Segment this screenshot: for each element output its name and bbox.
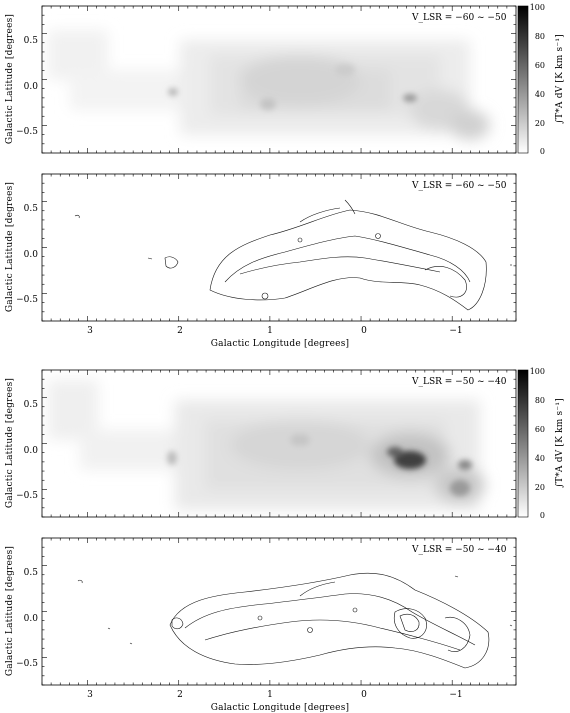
plot-frame-4	[41, 537, 517, 686]
svg-text:0.0: 0.0	[24, 614, 39, 624]
svg-text:60: 60	[535, 425, 545, 434]
colorbar-label-1: ∫T*A dV [K km s⁻¹]	[555, 34, 565, 124]
svg-text:3: 3	[87, 690, 93, 700]
svg-text:0.5: 0.5	[24, 36, 39, 46]
svg-text:80: 80	[535, 396, 545, 405]
svg-text:−0.5: −0.5	[16, 491, 38, 501]
svg-text:0: 0	[540, 511, 545, 520]
svg-text:40: 40	[535, 90, 545, 99]
panel-1: V_LSR = −60 ~ −50 Galactic Latitude [deg…	[5, 3, 565, 156]
svg-text:2: 2	[177, 326, 183, 336]
svg-text:1: 1	[267, 326, 273, 336]
vlsr-label-4: V_LSR = −50 ~ −40	[411, 545, 507, 555]
svg-text:0: 0	[361, 326, 367, 336]
svg-text:2: 2	[177, 690, 183, 700]
vlsr-label-3: V_LSR = −50 ~ −40	[411, 377, 507, 387]
svg-text:80: 80	[535, 32, 545, 41]
vlsr-label-2: V_LSR = −60 ~ −50	[411, 181, 507, 191]
y-ticks-3: 0.5 0.0 −0.5	[16, 400, 38, 501]
svg-text:100: 100	[530, 367, 545, 376]
svg-text:−1: −1	[449, 690, 462, 700]
svg-text:0.5: 0.5	[24, 568, 39, 578]
colorbar-label-3: ∫T*A dV [K km s⁻¹]	[555, 398, 565, 488]
x-axis-label-2: Galactic Longitude [degrees]	[211, 339, 349, 349]
svg-text:−0.5: −0.5	[16, 295, 38, 305]
y-axis-label-3: Galactic Latitude [degrees]	[5, 378, 15, 508]
svg-text:−0.5: −0.5	[16, 659, 38, 669]
svg-text:3: 3	[87, 326, 93, 336]
y-ticks-1: 0.5 0.0 −0.5	[16, 36, 38, 137]
panel-4: V_LSR = −50 ~ −40 Galactic Latitude [deg…	[5, 537, 517, 713]
svg-text:60: 60	[535, 61, 545, 70]
svg-text:−1: −1	[449, 326, 462, 336]
svg-text:0.0: 0.0	[24, 250, 39, 260]
emission-map-1	[48, 30, 490, 140]
x-ticks-2: 3 2 1 0 −1	[87, 326, 463, 336]
contour-map-4	[77, 572, 513, 669]
colorbar-1: 100 80 60 40 20 0 ∫T*A dV [K km s⁻¹]	[517, 3, 565, 156]
vlsr-label-1: V_LSR = −60 ~ −50	[411, 13, 507, 23]
svg-text:0: 0	[540, 147, 545, 156]
svg-text:0.0: 0.0	[24, 446, 39, 456]
x-ticks-4: 3 2 1 0 −1	[87, 690, 463, 700]
svg-text:40: 40	[535, 454, 545, 463]
y-axis-label-1: Galactic Latitude [degrees]	[5, 14, 15, 144]
svg-text:20: 20	[535, 119, 545, 128]
panel-2: V_LSR = −60 ~ −50 Galactic Latitude [deg…	[5, 173, 517, 349]
y-ticks-2: 0.5 0.0 −0.5	[16, 204, 38, 305]
axis-tick-marks	[41, 5, 517, 686]
svg-text:1: 1	[267, 690, 273, 700]
y-axis-label-4: Galactic Latitude [degrees]	[5, 546, 15, 676]
svg-text:100: 100	[530, 3, 545, 12]
panel-3: V_LSR = −50 ~ −40 Galactic Latitude [deg…	[5, 367, 565, 520]
colorbar-3: 100 80 60 40 20 0 ∫T*A dV [K km s⁻¹]	[517, 367, 565, 520]
x-axis-label-4: Galactic Longitude [degrees]	[211, 703, 349, 713]
y-axis-label-2: Galactic Latitude [degrees]	[5, 182, 15, 312]
svg-text:20: 20	[535, 483, 545, 492]
svg-text:0.5: 0.5	[24, 204, 39, 214]
svg-text:0.5: 0.5	[24, 400, 39, 410]
svg-text:0: 0	[361, 690, 367, 700]
emission-map-3	[48, 380, 485, 510]
svg-text:−0.5: −0.5	[16, 127, 38, 137]
y-ticks-4: 0.5 0.0 −0.5	[16, 568, 38, 669]
contour-map-2	[74, 199, 512, 311]
svg-text:0.0: 0.0	[24, 82, 39, 92]
